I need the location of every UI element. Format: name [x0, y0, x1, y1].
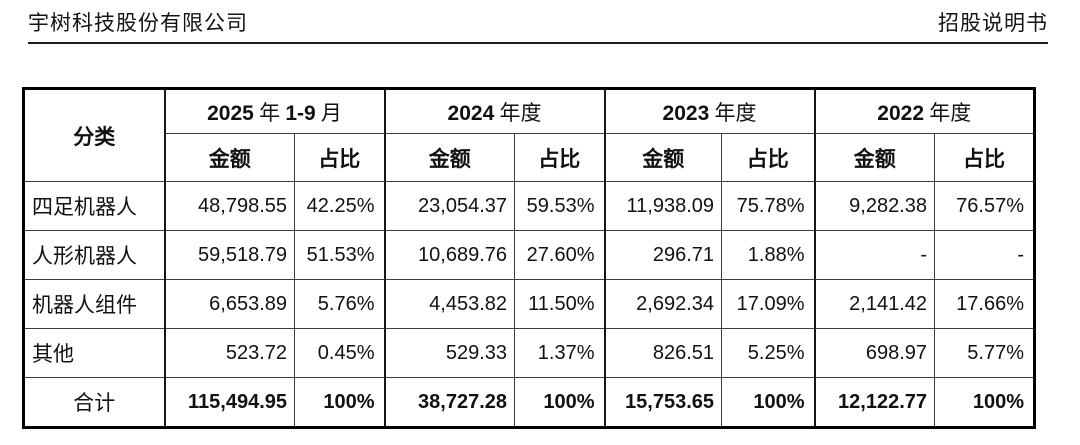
revenue-breakdown-table: 分类 2025 年 1-9 月 2024 年度 2023 年度 2022 年度 … — [22, 87, 1037, 429]
amount-cell: 11,938.09 — [603, 181, 723, 231]
ratio-cell: 59.53% — [514, 181, 606, 231]
column-header-amount-2025: 金额 — [163, 133, 295, 182]
column-header-ratio-2025: 占比 — [293, 133, 386, 182]
amount-cell: 23,054.37 — [383, 181, 516, 231]
period-year: 2024 — [447, 101, 495, 125]
period-unit: 年 — [253, 100, 286, 125]
table-row-total: 合计 115,494.95 100% 38,727.28 100% 15,753… — [23, 377, 1036, 428]
ratio-cell: 5.25% — [721, 328, 816, 378]
column-header-ratio-2023: 占比 — [721, 133, 816, 182]
ratio-cell: - — [934, 230, 1036, 280]
company-name: 宇树科技股份有限公司 — [28, 11, 248, 35]
category-cell: 合计 — [23, 377, 165, 428]
ratio-cell: 5.76% — [293, 279, 386, 329]
amount-cell: 48,798.55 — [163, 181, 295, 231]
ratio-cell: 11.50% — [514, 279, 606, 329]
category-cell: 人形机器人 — [23, 230, 165, 280]
ratio-cell: 76.57% — [934, 181, 1036, 231]
table-row-humanoid-robots: 人形机器人 59,518.79 51.53% 10,689.76 27.60% … — [23, 230, 1036, 280]
amount-cell: 2,692.34 — [603, 279, 723, 329]
amount-cell: 2,141.42 — [813, 279, 936, 329]
category-cell: 四足机器人 — [23, 181, 165, 231]
amount-cell: 59,518.79 — [163, 230, 295, 280]
column-header-amount-2022: 金额 — [813, 133, 936, 182]
amount-cell: - — [813, 230, 936, 280]
category-cell: 其他 — [23, 328, 165, 378]
category-cell: 机器人组件 — [23, 279, 165, 329]
amount-cell: 523.72 — [163, 328, 295, 378]
doc-type-label: 招股说明书 — [938, 11, 1048, 35]
column-header-period-2022: 2022 年度 — [813, 88, 1036, 134]
page-header: 宇树科技股份有限公司 招股说明书 — [28, 9, 1048, 44]
amount-cell: 296.71 — [603, 230, 723, 280]
ratio-cell: 100% — [293, 377, 386, 428]
amount-cell: 38,727.28 — [383, 377, 516, 428]
amount-cell: 6,653.89 — [163, 279, 295, 329]
period-unit: 月 — [315, 100, 342, 125]
ratio-cell: 1.37% — [514, 328, 606, 378]
amount-cell: 4,453.82 — [383, 279, 516, 329]
column-header-period-2025: 2025 年 1-9 月 — [163, 88, 386, 134]
ratio-cell: 51.53% — [293, 230, 386, 280]
ratio-cell: 1.88% — [721, 230, 816, 280]
column-header-period-2023: 2023 年度 — [603, 88, 816, 134]
period-months: 1-9 — [285, 101, 316, 125]
ratio-cell: 42.25% — [293, 181, 386, 231]
ratio-cell: 0.45% — [293, 328, 386, 378]
period-year: 2023 — [662, 101, 710, 125]
column-header-amount-2024: 金额 — [383, 133, 516, 182]
column-header-ratio-2024: 占比 — [514, 133, 606, 182]
column-header-period-2024: 2024 年度 — [383, 88, 606, 134]
amount-cell: 698.97 — [813, 328, 936, 378]
ratio-cell: 75.78% — [721, 181, 816, 231]
period-year: 2022 — [877, 101, 924, 125]
table-row-quadruped-robots: 四足机器人 48,798.55 42.25% 23,054.37 59.53% … — [23, 181, 1036, 231]
amount-cell: 9,282.38 — [813, 181, 936, 231]
ratio-cell: 17.66% — [934, 279, 1036, 329]
period-year: 2025 — [207, 101, 254, 125]
table-row-other: 其他 523.72 0.45% 529.33 1.37% 826.51 5.25… — [23, 328, 1036, 378]
ratio-cell: 100% — [514, 377, 606, 428]
amount-cell: 15,753.65 — [603, 377, 723, 428]
header-row-periods: 分类 2025 年 1-9 月 2024 年度 2023 年度 2022 年度 — [23, 88, 1036, 182]
amount-cell: 10,689.76 — [383, 230, 516, 280]
ratio-cell: 17.09% — [721, 279, 816, 329]
amount-cell: 115,494.95 — [163, 377, 295, 428]
amount-cell: 12,122.77 — [813, 377, 936, 428]
period-unit: 年度 — [494, 100, 542, 125]
ratio-cell: 100% — [721, 377, 816, 428]
amount-cell: 826.51 — [603, 328, 723, 378]
ratio-cell: 100% — [934, 377, 1036, 428]
ratio-cell: 5.77% — [934, 328, 1036, 378]
period-unit: 年度 — [709, 100, 757, 125]
table-row-robot-components: 机器人组件 6,653.89 5.76% 4,453.82 11.50% 2,6… — [23, 279, 1036, 329]
header-row-measures: 金额 占比 金额 占比 金额 占比 金额 占比 — [24, 133, 1036, 182]
column-header-category: 分类 — [23, 88, 165, 182]
ratio-cell: 27.60% — [514, 230, 606, 280]
amount-cell: 529.33 — [383, 328, 516, 378]
column-header-ratio-2022: 占比 — [934, 133, 1036, 182]
column-header-amount-2023: 金额 — [603, 133, 723, 182]
period-unit: 年度 — [924, 100, 972, 125]
